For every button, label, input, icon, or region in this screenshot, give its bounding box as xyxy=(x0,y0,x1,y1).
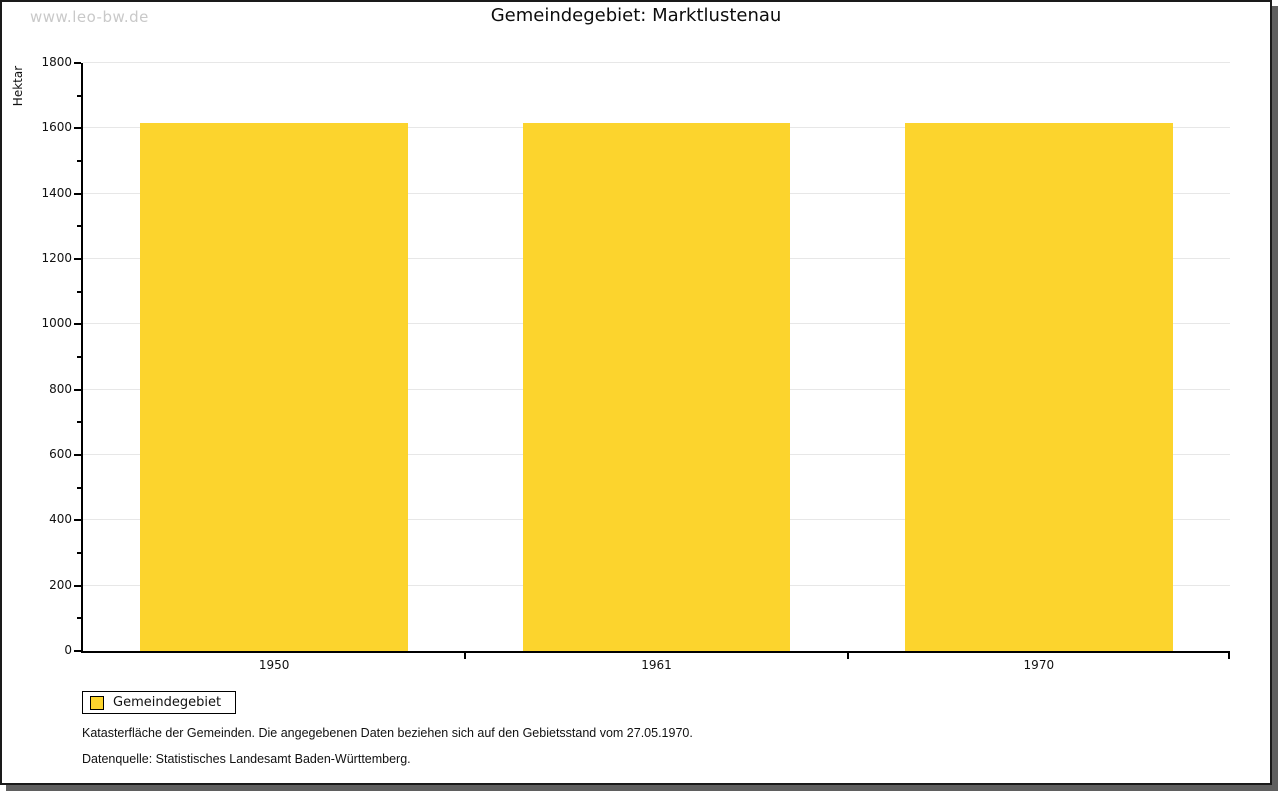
x-axis-category-label: 1961 xyxy=(641,658,672,672)
y-axis-tick-label: 1400 xyxy=(41,185,72,200)
y-axis-major-tick xyxy=(74,584,81,587)
y-axis-minor-tick xyxy=(77,617,81,620)
x-axis-boundary-tick xyxy=(464,653,467,659)
y-axis-major-tick xyxy=(74,650,81,652)
y-axis-major-tick xyxy=(74,62,81,64)
y-axis-tick-label: 1600 xyxy=(41,120,72,135)
footnote-data-source: Datenquelle: Statistisches Landesamt Bad… xyxy=(82,752,411,766)
legend-label: Gemeindegebiet xyxy=(113,695,222,710)
x-axis-boundary-tick xyxy=(846,653,849,659)
y-axis-tick-label: 800 xyxy=(49,381,72,396)
chart-title: Gemeindegebiet: Marktlustenau xyxy=(490,5,782,26)
y-axis-minor-tick xyxy=(77,486,81,489)
y-axis-major-tick xyxy=(74,388,81,391)
footnotes: Katasterfläche der Gemeinden. Die angege… xyxy=(82,726,693,766)
y-axis-minor-tick xyxy=(77,552,81,554)
y-axis-tick-label: 0 xyxy=(64,643,72,657)
y-axis-tick-label: 200 xyxy=(49,577,72,592)
y-axis-minor-tick xyxy=(77,225,81,228)
y-axis-major-tick xyxy=(74,258,81,260)
y-axis-major-tick xyxy=(74,127,81,130)
legend-swatch-gemeindegebiet xyxy=(90,695,104,710)
y-gridline xyxy=(83,62,1230,63)
bar-1970 xyxy=(905,123,1173,651)
leo-bw-watermark: www.leo-bw.de xyxy=(30,8,149,26)
y-axis-tick-label: 1200 xyxy=(41,251,72,265)
y-axis-tick-label: 600 xyxy=(49,447,72,461)
y-axis-major-tick xyxy=(74,323,81,326)
y-axis-tick-label: 1800 xyxy=(41,55,72,69)
bar-1950 xyxy=(140,123,408,651)
y-axis-tick-label: 1000 xyxy=(41,316,72,331)
y-axis-minor-tick xyxy=(77,160,81,162)
y-axis-minor-tick xyxy=(77,421,81,424)
legend-box: Gemeindegebiet xyxy=(82,691,237,714)
y-axis-major-tick xyxy=(74,519,81,522)
y-axis-minor-tick xyxy=(77,290,81,293)
y-axis-tick-label: 400 xyxy=(49,512,72,527)
x-axis-category-label: 1970 xyxy=(1023,658,1055,672)
y-axis-major-tick xyxy=(74,454,81,456)
footnote-source-note: Katasterfläche der Gemeinden. Die angege… xyxy=(82,726,693,740)
bar-1961 xyxy=(522,123,791,651)
x-axis-category-label: 1950 xyxy=(258,658,290,672)
y-axis-major-tick xyxy=(74,192,81,195)
y-axis-minor-tick xyxy=(77,356,81,358)
plot-area: 0 200 400 600 800 1000 1200 1400 1600 1800 1950 196… xyxy=(41,55,1230,672)
x-axis-boundary-tick xyxy=(1228,653,1230,659)
y-axis-minor-tick xyxy=(77,94,81,97)
